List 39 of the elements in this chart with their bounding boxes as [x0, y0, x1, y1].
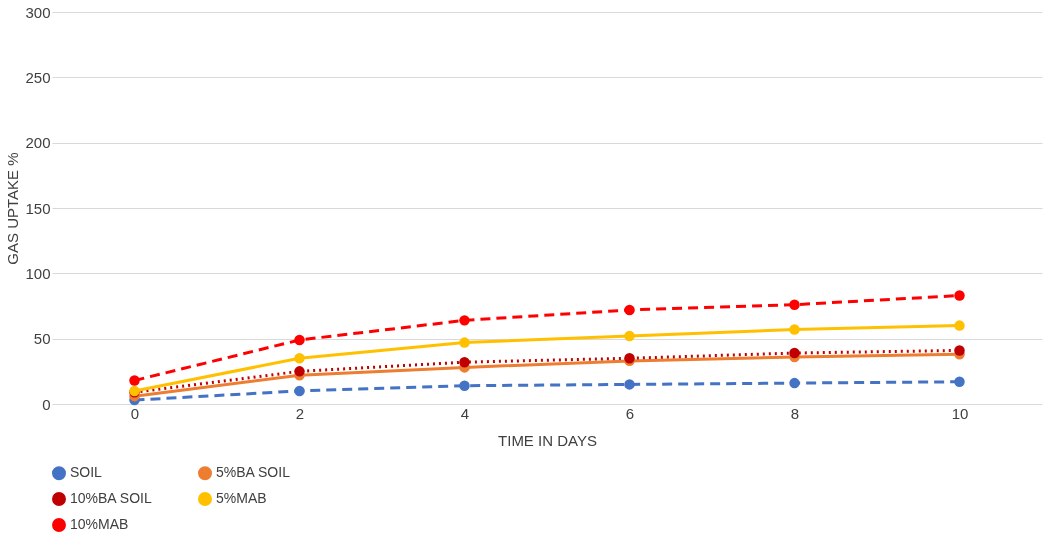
y-axis-title: GAS UPTAKE %: [4, 152, 22, 265]
y-tick-label: 250: [25, 68, 51, 86]
point: [624, 304, 635, 316]
point: [789, 377, 800, 389]
point: [294, 366, 305, 377]
point: [954, 376, 965, 388]
x-tick-label: 8: [790, 404, 800, 422]
legend-label: SOIL: [70, 464, 103, 481]
point: [459, 380, 470, 391]
point: [954, 345, 965, 356]
x-tick-label: 6: [625, 404, 635, 422]
point: [294, 353, 305, 364]
y-tick-label: 50: [33, 330, 51, 348]
x-axis-title: TIME IN DAYS: [498, 431, 597, 449]
y-tick-label: 150: [25, 199, 51, 217]
x-tick-label: 0: [130, 404, 140, 422]
point: [459, 315, 470, 326]
point: [789, 347, 800, 359]
legend-label: 5%BA SOIL: [216, 464, 291, 481]
point: [294, 334, 305, 346]
y-tick-label: 200: [25, 134, 51, 152]
x-tick-label: 4: [460, 404, 470, 422]
point: [459, 356, 470, 368]
x-tick-label: 2: [295, 404, 305, 422]
point: [954, 320, 965, 331]
point: [954, 290, 965, 301]
point: [624, 330, 635, 342]
x-tick-label: 10: [951, 404, 969, 422]
legend-label: 10%BA SOIL: [70, 490, 152, 506]
y-tick-label: 300: [25, 3, 51, 21]
point: [129, 375, 140, 386]
point: [624, 379, 635, 390]
legend-label: 5%MAB: [216, 490, 267, 506]
legend-label: 10%MAB: [70, 516, 129, 532]
point: [789, 299, 800, 310]
point: [459, 337, 470, 348]
point: [294, 385, 305, 397]
point: [789, 324, 800, 335]
y-tick-label: 100: [25, 264, 51, 282]
